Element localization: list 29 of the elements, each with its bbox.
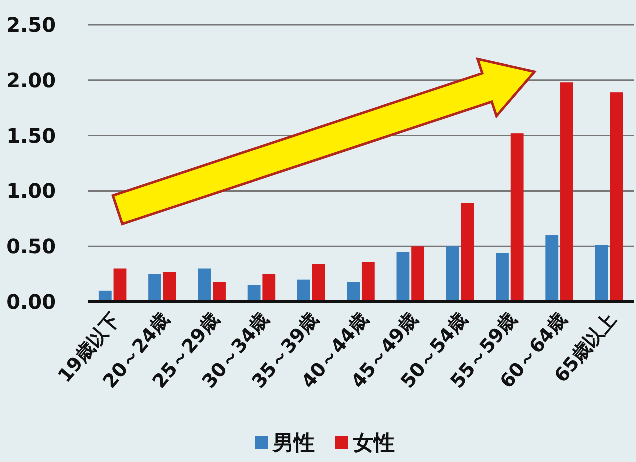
bar (510, 134, 524, 302)
bar (114, 268, 127, 302)
bar (610, 92, 624, 302)
y-tick-label: 1.00 (6, 179, 56, 204)
bar (262, 274, 276, 302)
bar (412, 246, 425, 302)
y-tick-label: 1.50 (6, 124, 56, 148)
bar (560, 82, 574, 302)
legend-label: 女性 (352, 431, 395, 455)
bar (312, 264, 326, 302)
y-tick-label: 2.00 (6, 68, 56, 92)
y-tick-label: 0.50 (6, 234, 56, 259)
bar (198, 268, 212, 302)
bar (248, 285, 261, 302)
bar (461, 203, 474, 302)
bar (213, 282, 226, 302)
bar (446, 246, 460, 302)
bar (297, 280, 310, 302)
bar (148, 274, 162, 302)
y-tick-label: 0.00 (6, 290, 56, 314)
bar (595, 245, 608, 302)
bar (496, 253, 509, 302)
bar (546, 236, 559, 302)
bar (396, 252, 410, 302)
bar (347, 282, 360, 302)
y-tick-label: 2.50 (6, 13, 56, 37)
bar (163, 272, 176, 302)
bar (362, 262, 375, 302)
legend-label: 男性 (272, 431, 315, 455)
